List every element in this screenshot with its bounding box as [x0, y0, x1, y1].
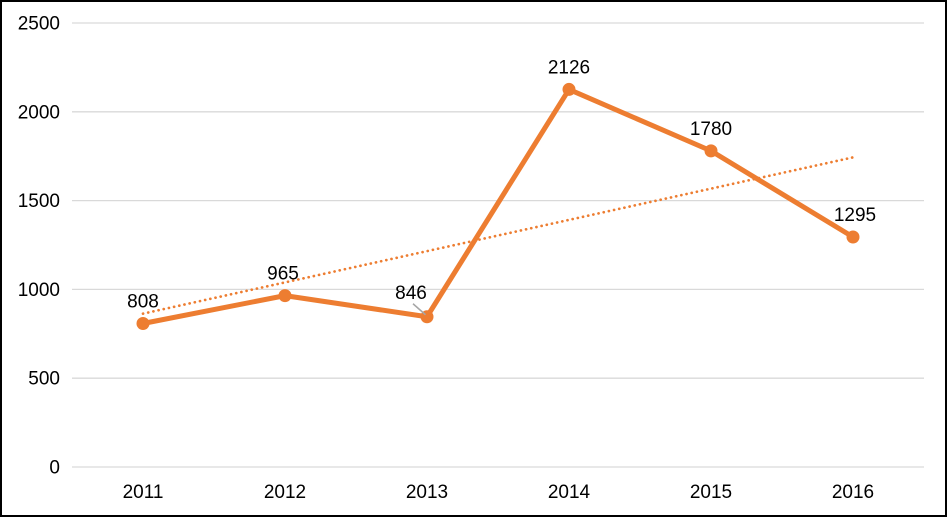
data-label-2015: 1780: [690, 119, 732, 140]
y-axis-tick-label: 0: [49, 458, 60, 479]
data-point-marker-2015: [704, 144, 718, 158]
y-axis-tick-label: 1000: [18, 280, 60, 301]
x-axis-tick-label: 2014: [548, 482, 591, 503]
series-line: [140, 86, 856, 326]
x-axis-tick-label: 2016: [832, 482, 874, 503]
x-axis-tick-label: 2013: [406, 482, 448, 503]
data-label-2012: 965: [267, 264, 299, 285]
data-label-2014: 2126: [548, 57, 590, 78]
data-label-2013: 846: [395, 283, 427, 304]
y-axis-tick-label: 500: [28, 369, 60, 390]
data-label-leader-line: [412, 303, 426, 316]
x-axis-tick-label: 2012: [264, 482, 306, 503]
y-axis-tick-label: 2500: [18, 14, 60, 35]
x-axis-tick-label: 2011: [123, 482, 164, 503]
data-label-2016: 1295: [834, 205, 876, 226]
y-axis-tick-label: 2000: [18, 102, 60, 123]
y-axis-tick-label: 1500: [18, 191, 60, 212]
x-axis-tick-label: 2015: [690, 482, 732, 503]
data-point-marker-2011: [136, 316, 150, 330]
data-label-2011: 808: [127, 291, 159, 312]
data-point-marker-2014: [562, 82, 576, 96]
trendline-dotted: [141, 156, 855, 316]
data-point-marker-2012: [278, 289, 292, 303]
data-point-marker-2016: [846, 230, 860, 244]
